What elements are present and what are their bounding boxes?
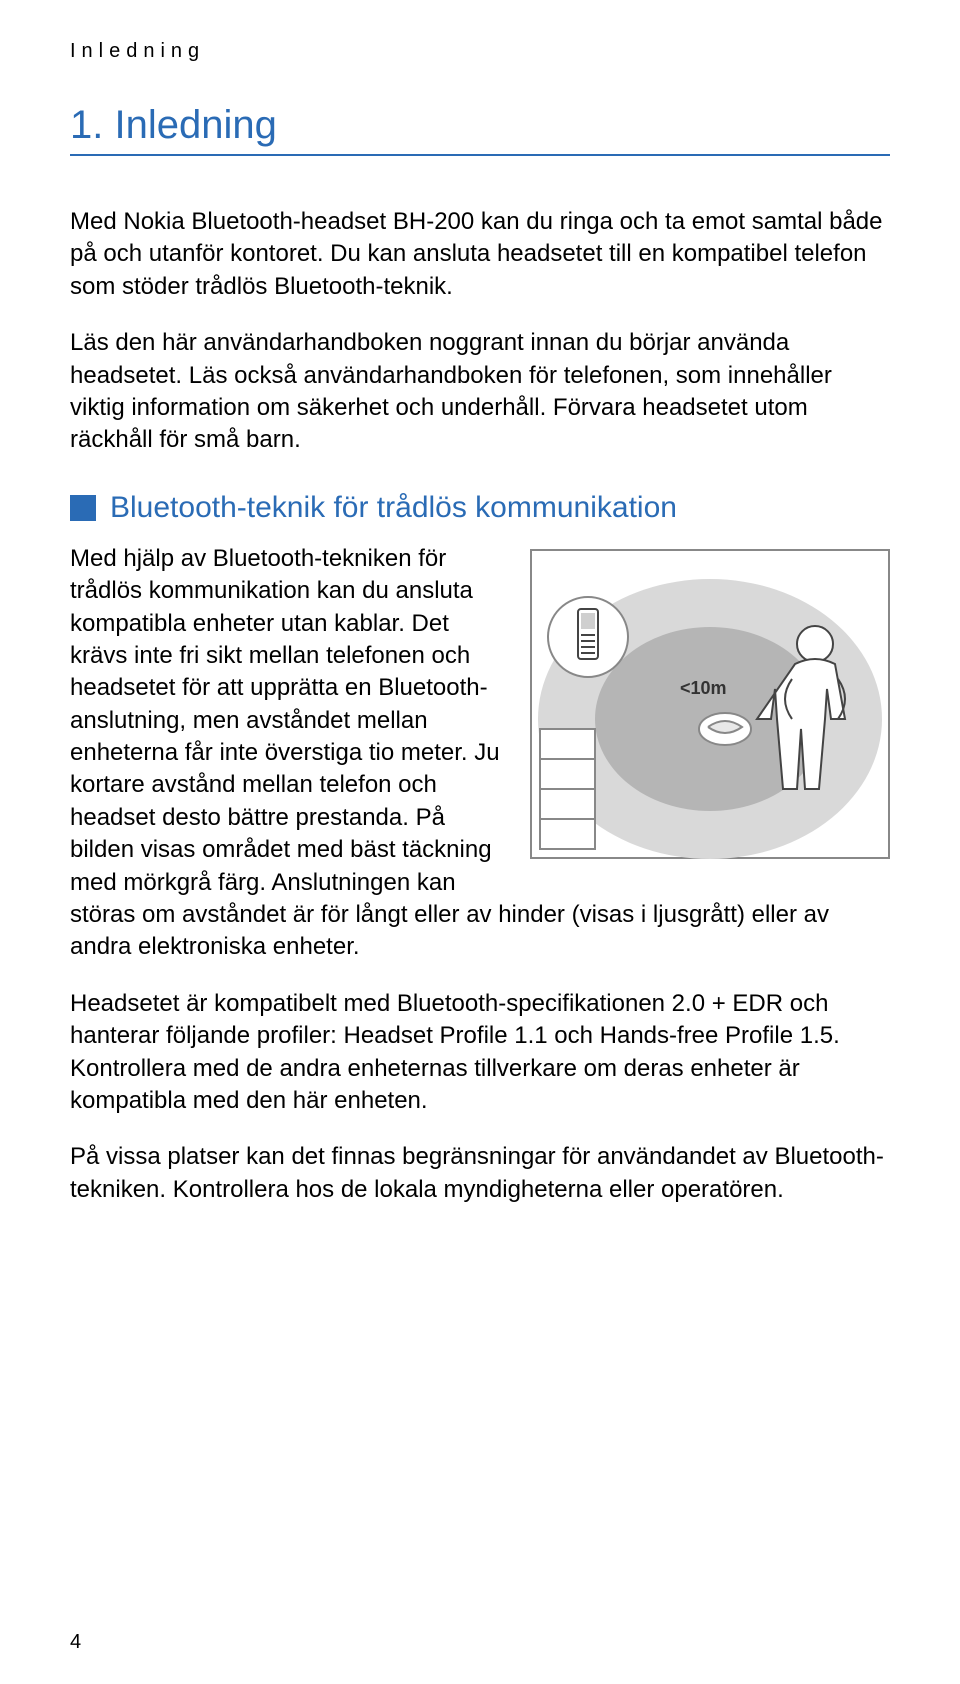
- section-bullet-icon: [70, 495, 96, 521]
- svg-text:<10m: <10m: [680, 678, 727, 698]
- chapter-title: 1. Inledning: [70, 103, 890, 156]
- intro-paragraph-2: Läs den här användarhandboken noggrant i…: [70, 327, 890, 457]
- range-diagram: <10m: [530, 549, 890, 864]
- section-paragraph-3: På vissa platser kan det finnas begränsn…: [70, 1141, 890, 1206]
- intro-paragraph-1: Med Nokia Bluetooth-headset BH-200 kan d…: [70, 206, 890, 303]
- section-body: <10m Med hjälp av Bluetooth-tekniken för…: [70, 543, 890, 1230]
- document-page: Inledning 1. Inledning Med Nokia Bluetoo…: [0, 0, 960, 1684]
- page-number: 4: [70, 1631, 81, 1654]
- section-title: Bluetooth-teknik för trådlös kommunikati…: [110, 491, 677, 525]
- page-header: Inledning: [70, 40, 890, 63]
- section-heading: Bluetooth-teknik för trådlös kommunikati…: [70, 491, 890, 525]
- section-paragraph-2: Headsetet är kompatibelt med Bluetooth-s…: [70, 988, 890, 1118]
